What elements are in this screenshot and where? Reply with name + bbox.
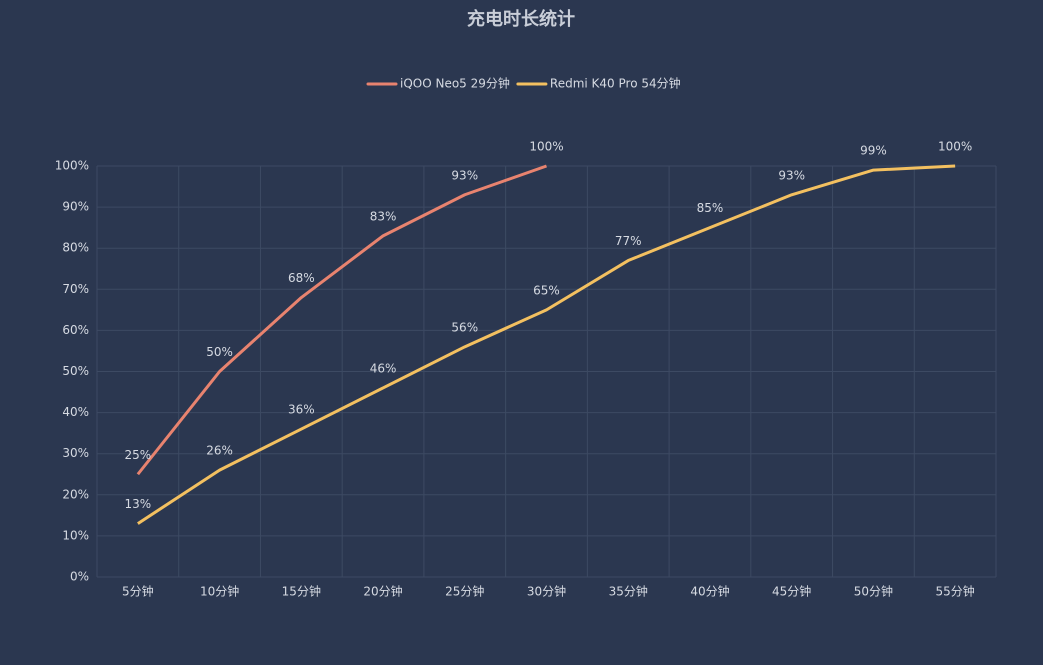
x-tick-label: 50分钟: [854, 584, 893, 599]
data-label: 100%: [938, 140, 972, 154]
data-label: 26%: [206, 444, 233, 458]
x-tick-label: 30分钟: [527, 584, 566, 599]
y-tick-label: 20%: [62, 487, 89, 501]
data-label: 85%: [697, 201, 724, 215]
data-label: 65%: [533, 283, 560, 297]
y-tick-label: 60%: [62, 323, 89, 337]
data-label: 46%: [370, 361, 397, 375]
legend-label: iQOO Neo5 29分钟: [400, 76, 510, 91]
y-tick-label: 50%: [62, 364, 89, 378]
y-tick-label: 10%: [62, 528, 89, 542]
data-label: 50%: [206, 345, 233, 359]
y-tick-label: 30%: [62, 446, 89, 460]
data-label: 77%: [615, 234, 642, 248]
y-tick-label: 100%: [55, 159, 89, 173]
series-line: [137, 164, 956, 525]
x-tick-label: 15分钟: [282, 584, 321, 599]
x-tick-label: 40分钟: [690, 584, 729, 599]
data-label: 93%: [451, 168, 478, 182]
x-tick-label: 5分钟: [122, 584, 154, 599]
data-label: 25%: [125, 448, 152, 462]
data-label: 56%: [451, 320, 478, 334]
y-tick-label: 80%: [62, 241, 89, 255]
data-label: 83%: [370, 209, 397, 223]
x-tick-label: 45分钟: [772, 584, 811, 599]
y-tick-label: 40%: [62, 405, 89, 419]
legend-label: Redmi K40 Pro 54分钟: [550, 76, 681, 91]
y-tick-label: 70%: [62, 282, 89, 296]
x-tick-label: 20分钟: [363, 584, 402, 599]
data-label: 36%: [288, 403, 315, 417]
data-label: 13%: [125, 497, 152, 511]
data-label: 68%: [288, 271, 315, 285]
data-label: 100%: [529, 140, 563, 154]
x-tick-label: 25分钟: [445, 584, 484, 599]
x-tick-label: 35分钟: [609, 584, 648, 599]
data-label: 99%: [860, 144, 887, 158]
x-tick-label: 55分钟: [935, 584, 974, 599]
y-tick-label: 90%: [62, 200, 89, 214]
series-line: [136, 164, 547, 476]
x-tick-label: 10分钟: [200, 584, 239, 599]
data-label: 93%: [778, 168, 805, 182]
chart-title: 充电时长统计: [467, 8, 575, 30]
y-tick-label: 0%: [70, 570, 89, 584]
